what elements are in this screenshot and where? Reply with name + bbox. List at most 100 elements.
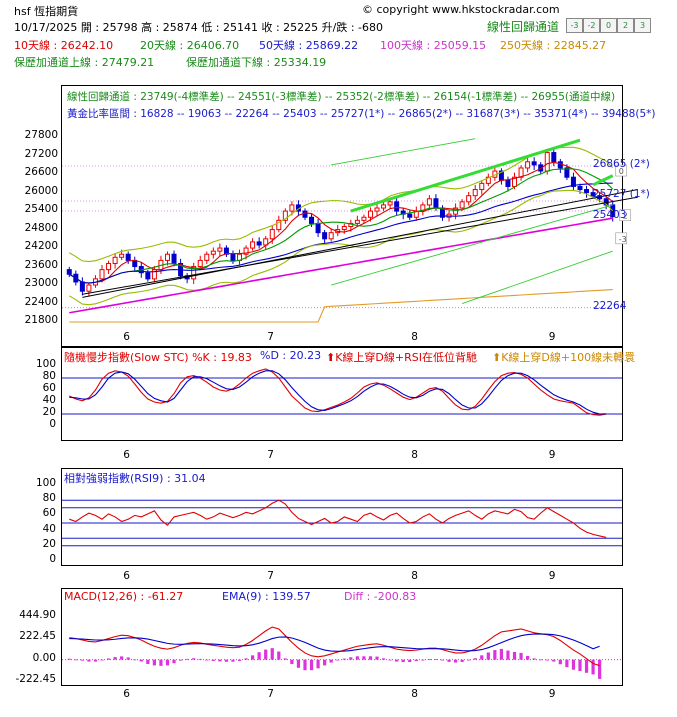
macd-diff-bar <box>87 659 91 662</box>
candle-body <box>531 161 537 166</box>
macd-diff-bar <box>473 658 477 660</box>
channel-title: 線性回歸通道 <box>487 20 560 34</box>
stochastic-signal1-text: K線上穿D線+RSI在低位背馳 <box>335 351 477 364</box>
macd-y-tick-label: 222.45 <box>19 630 56 643</box>
candle-body <box>289 204 295 212</box>
ma50-label: 50天線 : 25869.22 <box>259 39 359 52</box>
channel-button-0[interactable]: 0 <box>600 18 617 33</box>
stochastic-y-tick-label: 100 <box>35 358 56 370</box>
channel-button-3[interactable]: 3 <box>634 18 651 33</box>
macd-diff-bar <box>296 659 301 668</box>
macd-diff-bar <box>309 659 314 671</box>
x-tick-label: 9 <box>548 688 556 700</box>
lower-band-label: 保歷加通道下線 : 25334.19 <box>186 56 327 69</box>
macd-diff-bar <box>434 659 438 660</box>
candle-body <box>210 250 216 255</box>
arrow-up-icon: ⬆ <box>492 351 502 364</box>
price-y-tick-label: 23000 <box>24 277 58 290</box>
channel-button-minus2[interactable]: -2 <box>583 18 600 33</box>
candle-body <box>426 198 432 206</box>
candle-body <box>112 256 118 264</box>
x-tick-label: 6 <box>123 570 130 582</box>
price-mark-label: 26865 (2*) <box>593 157 650 170</box>
macd-diff-bar <box>571 659 576 670</box>
candle-body <box>557 161 563 169</box>
macd-diff-bar <box>480 655 484 660</box>
stochastic-d-line <box>69 370 607 415</box>
price-y-tick-label: 27200 <box>24 147 58 160</box>
candle-body <box>590 192 596 197</box>
candle-body <box>276 219 282 231</box>
macd-diff-bar <box>100 659 104 661</box>
macd-diff-bar <box>552 659 556 662</box>
macd-diff-bar <box>355 656 359 660</box>
upper-band-label: 保歷加通道上線 : 27479.21 <box>14 56 155 69</box>
candle-body <box>191 266 197 280</box>
macd-diff-bar <box>578 659 582 671</box>
ma100-line <box>69 217 613 314</box>
macd-diff-bar <box>565 659 569 668</box>
macd-diff-bar <box>67 658 71 660</box>
candle-body <box>164 253 170 261</box>
candle-body <box>433 198 439 209</box>
macd-diff-bar <box>395 659 399 662</box>
regression-line-label: 線性回歸通道 : 23749(-4標準差) -- 24551(-3標準差) --… <box>67 91 616 103</box>
macd-diff-bar <box>591 659 595 675</box>
x-tick-label: 6 <box>123 449 130 461</box>
ma100-label: 100天線 : 25059.15 <box>380 39 487 52</box>
candle-body <box>577 185 583 191</box>
candle-body <box>341 226 347 231</box>
price-panel: 0 2 -3 <box>61 85 638 347</box>
candle-body <box>466 195 472 203</box>
regression-short-line <box>592 174 614 187</box>
macd-diff-bar <box>512 651 517 660</box>
candle-body <box>459 201 465 209</box>
channel-level-box <box>619 209 632 222</box>
candle-body <box>472 189 478 197</box>
stochastic-signal1: ⬆K線上穿D線+RSI在低位背馳 <box>326 349 477 365</box>
price-y-tick-label: 26600 <box>24 166 58 179</box>
macd-diff-bar <box>283 658 287 660</box>
macd-diff-bar <box>185 658 189 660</box>
candle-body <box>525 161 531 169</box>
macd-diff-bar <box>139 659 143 662</box>
price-y-tick-label: 21800 <box>24 314 58 326</box>
candle-body <box>302 210 308 218</box>
stochastic-y-tick-label: 40 <box>42 394 56 406</box>
macd-diff-bar <box>427 659 431 660</box>
macd-diff-bar <box>316 659 320 669</box>
macd-diff-bar <box>499 648 504 660</box>
macd-diff-bar <box>545 659 549 661</box>
channel-level-label: 0 <box>619 167 624 176</box>
candle-body <box>230 253 236 261</box>
macd-diff-bar <box>447 659 451 662</box>
candle-body <box>479 182 485 191</box>
candle-body <box>485 176 491 184</box>
macd-diff-bar <box>218 659 222 662</box>
macd-diff-bar <box>251 655 255 660</box>
candle-body <box>544 152 550 172</box>
macd-diff-bar <box>526 656 530 660</box>
macd-diff-bar <box>362 656 366 660</box>
candle-body <box>223 247 229 255</box>
macd-diff-bar <box>231 659 235 662</box>
rsi-panel <box>61 468 623 566</box>
channel-level-label: -3 <box>619 235 627 244</box>
channel-button-2[interactable]: 2 <box>617 18 634 33</box>
stochastic-y-tick-label: 60 <box>42 382 56 394</box>
macd-diff-label: Diff : -200.83 <box>344 590 417 603</box>
candle-body <box>518 167 524 178</box>
macd-diff-bar <box>421 659 425 661</box>
macd-diff-bar <box>506 650 510 660</box>
ma10-label: 10天線 : 26242.10 <box>14 39 114 52</box>
macd-diff-bar <box>336 659 340 661</box>
x-tick-label: 8 <box>411 688 418 700</box>
price-y-tick-label: 25400 <box>24 203 58 216</box>
rsi-y-tick-label: 40 <box>42 522 56 535</box>
channel-button-minus3[interactable]: -3 <box>566 18 583 33</box>
candle-body <box>361 216 367 221</box>
regression-lower-line <box>461 250 613 304</box>
stochastic-signal2: ⬆K線上穿D線+100線未轉睘 <box>492 349 635 365</box>
macd-diff-bar <box>290 659 294 665</box>
macd-diff-bar <box>74 659 78 661</box>
